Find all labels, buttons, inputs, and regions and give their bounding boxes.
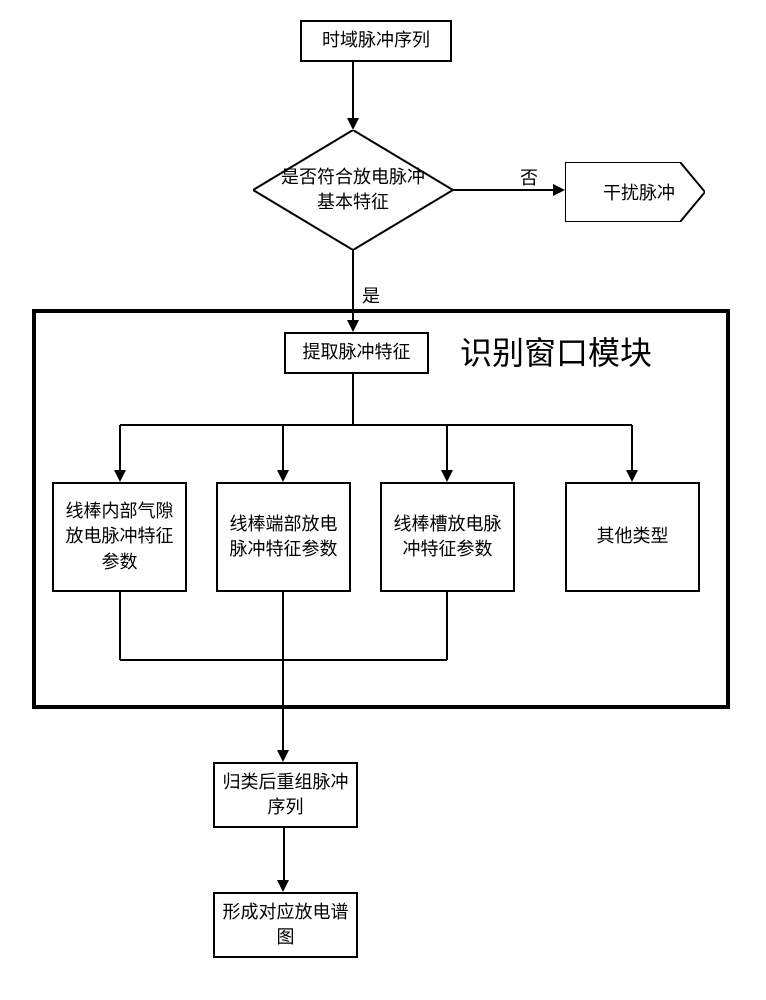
arrowhead-branch-3 <box>441 470 453 482</box>
node-start: 时域脉冲序列 <box>300 20 452 62</box>
arrowhead-converge <box>277 750 289 762</box>
node-feature2: 线棒端部放电脉冲特征参数 <box>216 482 351 592</box>
node-decision: 是否符合放电脉冲基本特征 <box>253 130 453 250</box>
node-feature4: 其他类型 <box>565 482 700 592</box>
node-extract-label: 提取脉冲特征 <box>303 340 411 365</box>
node-feature1-label: 线棒内部气隙放电脉冲特征参数 <box>58 499 181 575</box>
arrowhead-branch-4 <box>626 470 638 482</box>
node-decision-label: 是否符合放电脉冲基本特征 <box>253 130 453 250</box>
node-start-label: 时域脉冲序列 <box>322 28 430 53</box>
arrowhead-decision-no <box>553 184 565 196</box>
arrowhead-start-decision <box>347 118 359 130</box>
node-feature3-label: 线棒槽放电脉冲特征参数 <box>386 512 509 562</box>
node-regroup-label: 归类后重组脉冲序列 <box>219 770 352 820</box>
node-regroup: 归类后重组脉冲序列 <box>213 762 358 828</box>
node-spectrum: 形成对应放电谱图 <box>213 892 358 958</box>
module-title: 识别窗口模块 <box>460 328 652 374</box>
arrowhead-branch-1 <box>114 470 126 482</box>
edge-start-decision <box>352 62 354 120</box>
node-feature2-label: 线棒端部放电脉冲特征参数 <box>222 512 345 562</box>
label-yes: 是 <box>362 282 380 308</box>
edge-decision-no <box>453 189 553 191</box>
node-feature4-label: 其他类型 <box>597 524 669 549</box>
arrowhead-regroup-spectrum <box>277 880 289 892</box>
node-spectrum-label: 形成对应放电谱图 <box>219 900 352 950</box>
node-interference: 干扰脉冲 <box>565 162 705 222</box>
node-feature3: 线棒槽放电脉冲特征参数 <box>380 482 515 592</box>
edge-regroup-spectrum <box>283 828 285 880</box>
label-no: 否 <box>520 164 538 190</box>
node-feature1: 线棒内部气隙放电脉冲特征参数 <box>52 482 187 592</box>
node-extract: 提取脉冲特征 <box>284 332 429 374</box>
arrowhead-branch-2 <box>277 470 289 482</box>
node-interference-label: 干扰脉冲 <box>565 162 705 222</box>
